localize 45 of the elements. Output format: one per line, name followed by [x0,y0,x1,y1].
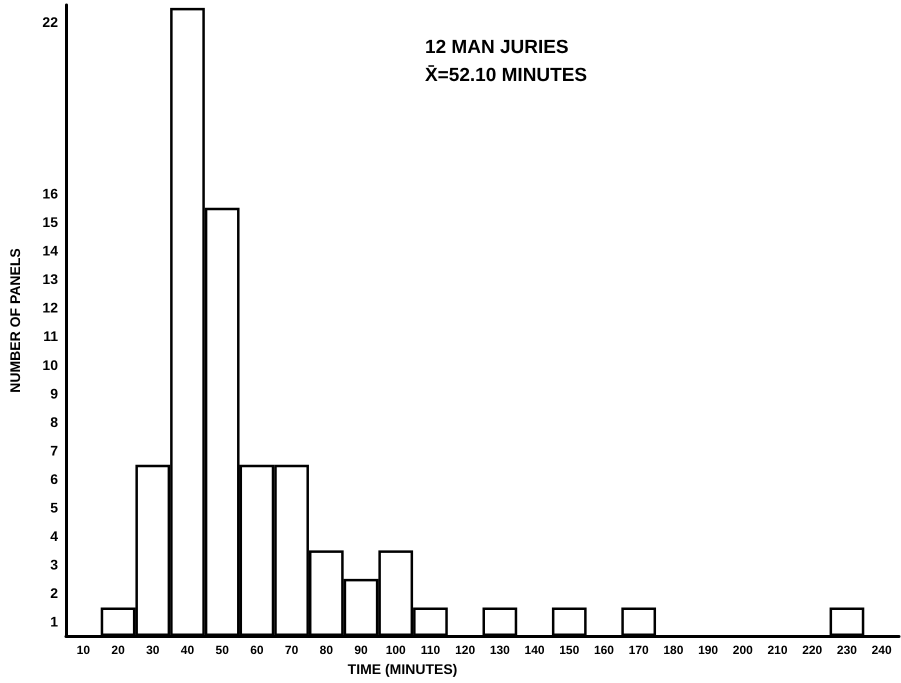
x-tick-label: 210 [768,643,788,657]
y-tick-label: 13 [42,271,58,288]
y-tick-label: 22 [42,14,58,30]
y-tick-label: 14 [42,242,58,259]
annotation: X̄=52.10 MINUTES [425,64,588,86]
y-tick-label: 7 [50,442,58,458]
y-tick-label: 10 [42,356,58,373]
x-tick-label: 180 [663,643,684,657]
y-tick-label: 11 [43,328,58,344]
x-tick-label: 220 [802,643,823,657]
annotation: 12 MAN JURIES [425,37,569,58]
y-tick-label: 6 [50,470,58,487]
x-tick-label: 240 [872,643,892,657]
x-tick-label: 230 [836,643,858,657]
x-tick-label: 110 [420,643,440,657]
x-tick-label: 40 [180,643,194,657]
x-tick-label: 190 [698,643,718,657]
x-tick-label: 150 [559,643,580,657]
x-tick-label: 70 [284,643,299,657]
x-tick-label: 140 [524,643,545,657]
y-tick-label: 4 [50,528,58,544]
y-tick-label: 5 [50,500,58,516]
x-tick-label: 100 [386,643,406,657]
y-tick-label: 12 [42,300,58,316]
y-tick-label: 8 [50,414,58,430]
x-tick-label: 30 [146,643,160,657]
x-tick-label: 80 [320,643,334,657]
x-axis-title: TIME (MINUTES) [348,661,458,677]
y-axis-title: NUMBER OF PANELS [7,248,23,393]
x-tick-label: 170 [628,643,650,657]
x-tick-label: 90 [354,643,368,657]
y-tick-label: 15 [42,214,58,230]
x-tick-label: 10 [76,643,90,657]
y-tick-label: 1 [50,614,58,630]
y-tick-label: 16 [42,185,58,202]
x-tick-label: 20 [111,643,126,657]
y-tick-label: 9 [50,385,58,402]
x-tick-label: 130 [490,643,510,657]
x-tick-label: 50 [216,643,230,657]
x-tick-label: 60 [250,643,264,657]
x-tick-label: 160 [594,643,614,657]
x-tick-label: 200 [732,643,754,657]
y-tick-label: 2 [50,585,58,602]
y-tick-label: 3 [50,556,58,573]
x-tick-label: 120 [455,643,476,657]
